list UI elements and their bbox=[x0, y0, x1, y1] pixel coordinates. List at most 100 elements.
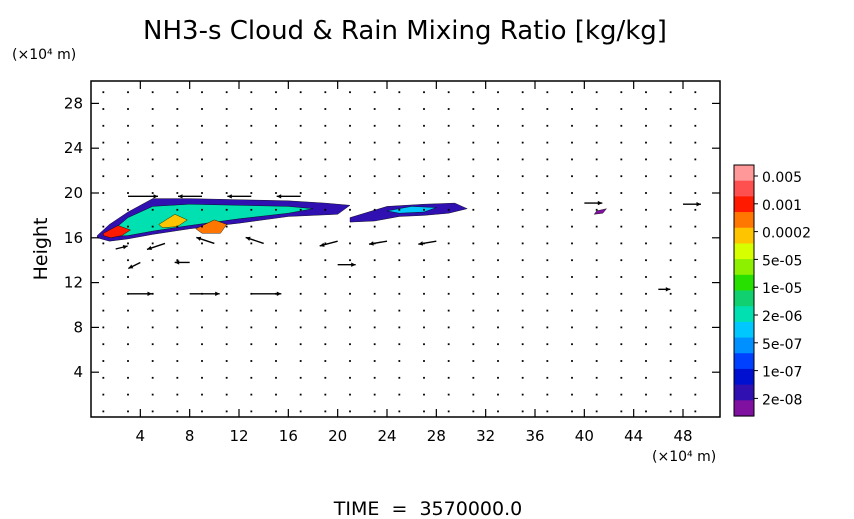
grid-point bbox=[620, 192, 623, 194]
grid-point bbox=[546, 192, 549, 194]
grid-point bbox=[275, 276, 277, 278]
grid-point bbox=[225, 91, 228, 94]
grid-point bbox=[102, 309, 105, 312]
grid-point bbox=[201, 225, 203, 228]
grid-point bbox=[275, 175, 277, 178]
grid-point bbox=[373, 91, 376, 94]
grid-point bbox=[595, 360, 598, 362]
cloud-region bbox=[386, 206, 437, 214]
grid-point bbox=[521, 343, 524, 346]
grid-point bbox=[176, 393, 179, 396]
grid-point bbox=[250, 360, 253, 362]
grid-point bbox=[299, 225, 302, 228]
grid-point bbox=[645, 124, 647, 127]
y-tick-label: 28 bbox=[64, 94, 83, 112]
grid-point bbox=[423, 309, 425, 312]
grid-point bbox=[669, 259, 672, 262]
grid-point bbox=[595, 410, 598, 413]
y-tick-label: 16 bbox=[64, 229, 83, 247]
grid-point bbox=[645, 242, 647, 245]
grid-point bbox=[373, 343, 376, 346]
grid-point bbox=[521, 225, 524, 228]
grid-point bbox=[472, 360, 475, 362]
grid-point bbox=[349, 276, 351, 278]
grid-point bbox=[176, 259, 179, 262]
grid-point bbox=[521, 124, 524, 127]
grid-point bbox=[669, 276, 672, 278]
grid-point bbox=[546, 225, 549, 228]
grid-point bbox=[447, 208, 450, 211]
grid-point bbox=[250, 276, 253, 278]
grid-point bbox=[595, 242, 598, 245]
grid-point bbox=[176, 208, 179, 211]
grid-point bbox=[250, 141, 253, 144]
grid-point bbox=[201, 175, 203, 178]
grid-point bbox=[571, 309, 573, 312]
grid-point bbox=[324, 259, 327, 262]
grid-point bbox=[349, 259, 351, 262]
grid-point bbox=[127, 208, 129, 211]
grid-point bbox=[349, 343, 351, 346]
grid-point bbox=[398, 91, 401, 94]
grid-point bbox=[694, 158, 697, 161]
grid-point bbox=[250, 91, 253, 94]
grid-point bbox=[521, 91, 524, 94]
grid-point bbox=[176, 292, 179, 295]
grid-point bbox=[349, 326, 351, 329]
grid-point bbox=[349, 141, 351, 144]
grid-point bbox=[324, 192, 327, 194]
grid-point bbox=[447, 124, 450, 127]
y-tick-label: 8 bbox=[73, 318, 83, 336]
grid-point bbox=[472, 175, 475, 178]
grid-point bbox=[225, 175, 228, 178]
grid-point bbox=[373, 175, 376, 178]
grid-point bbox=[275, 410, 277, 413]
grid-point bbox=[620, 175, 623, 178]
grid-point bbox=[225, 141, 228, 144]
grid-point bbox=[299, 393, 302, 396]
grid-point bbox=[447, 326, 450, 329]
grid-point bbox=[250, 376, 253, 379]
grid-point bbox=[127, 360, 129, 362]
grid-point bbox=[620, 158, 623, 161]
grid-point bbox=[546, 393, 549, 396]
grid-point bbox=[349, 158, 351, 161]
grid-point bbox=[176, 124, 179, 127]
grid-point bbox=[669, 309, 672, 312]
grid-point bbox=[571, 225, 573, 228]
grid-point bbox=[669, 158, 672, 161]
grid-point bbox=[201, 326, 203, 329]
grid-point bbox=[102, 108, 105, 110]
grid-point bbox=[349, 208, 351, 211]
grid-point bbox=[102, 242, 105, 245]
grid-point bbox=[694, 343, 697, 346]
grid-point bbox=[102, 393, 105, 396]
grid-point bbox=[595, 309, 598, 312]
grid-point bbox=[398, 141, 401, 144]
grid-point bbox=[201, 259, 203, 262]
grid-point bbox=[225, 309, 228, 312]
grid-point bbox=[299, 175, 302, 178]
y-unit-label: (×10⁴ m) bbox=[12, 47, 76, 63]
grid-point bbox=[102, 141, 105, 144]
grid-point bbox=[102, 91, 105, 94]
grid-point bbox=[127, 276, 129, 278]
grid-point bbox=[225, 192, 228, 194]
colorbar-label: 0.005 bbox=[762, 170, 802, 186]
y-tick-label: 4 bbox=[73, 363, 83, 381]
grid-point bbox=[299, 208, 302, 211]
grid-point bbox=[472, 259, 475, 262]
colorbar-swatch bbox=[734, 353, 754, 370]
grid-point bbox=[472, 108, 475, 110]
grid-point bbox=[645, 192, 647, 194]
y-tick-label: 20 bbox=[64, 184, 83, 202]
grid-point bbox=[497, 326, 499, 329]
wind-vector-head bbox=[122, 245, 128, 250]
grid-point bbox=[645, 376, 647, 379]
grid-point bbox=[546, 292, 549, 295]
grid-point bbox=[127, 158, 129, 161]
grid-point bbox=[250, 225, 253, 228]
grid-point bbox=[398, 175, 401, 178]
x-tick-label: 40 bbox=[575, 427, 594, 445]
grid-point bbox=[102, 124, 105, 127]
